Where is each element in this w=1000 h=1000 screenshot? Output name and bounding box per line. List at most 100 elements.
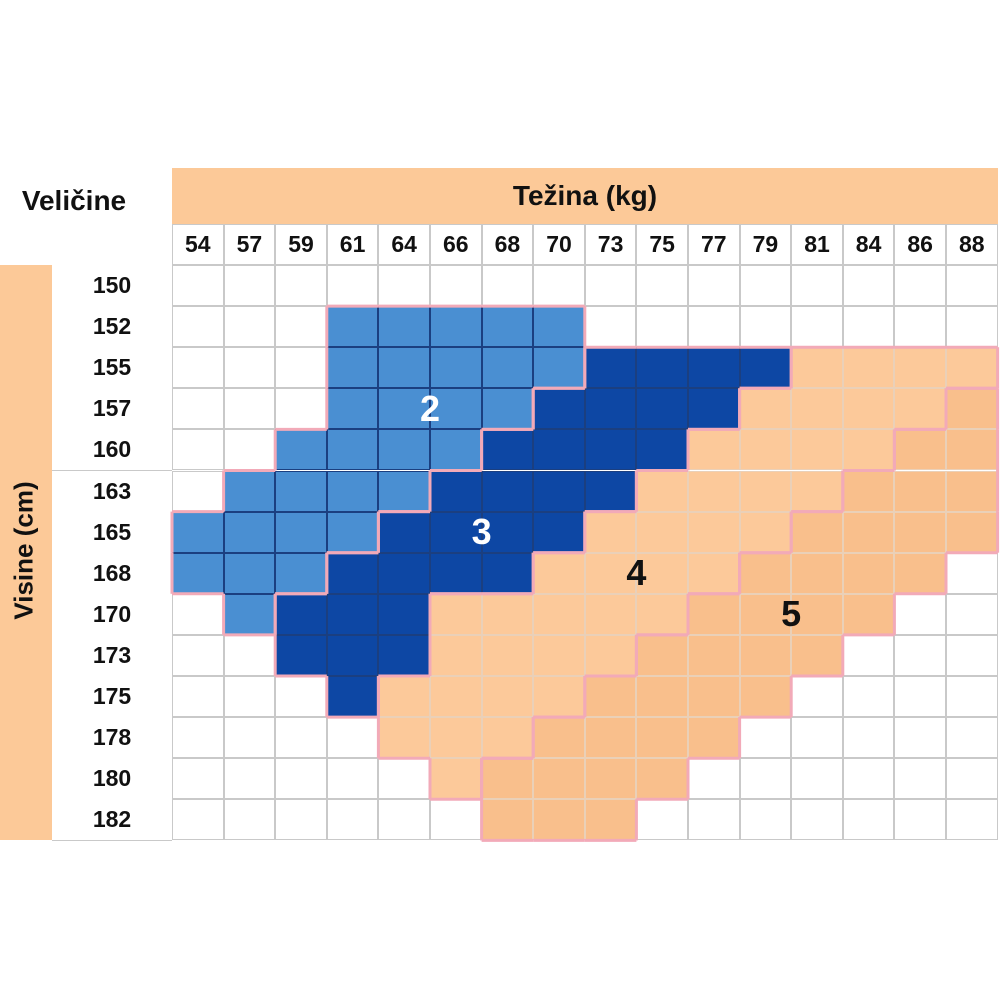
empty-cell: [275, 676, 327, 718]
size-3-cell: [636, 388, 688, 430]
size-2-cell: [481, 347, 534, 389]
size-3-cell: [481, 511, 534, 553]
x-tick-label: 86: [894, 224, 946, 265]
empty-cell: [275, 717, 327, 759]
empty-cell: [275, 388, 327, 430]
empty-cell: [326, 717, 379, 759]
x-tick-label: 70: [533, 224, 585, 265]
size-3-label: 3: [471, 511, 492, 553]
size-5-cell: [688, 634, 740, 676]
size-4-cell: [739, 470, 792, 512]
size-5-cell: [533, 717, 585, 759]
empty-cell: [739, 799, 792, 841]
y-tick-label: 165: [52, 511, 172, 554]
empty-cell: [326, 758, 379, 800]
empty-cell: [946, 799, 998, 841]
empty-cell: [946, 634, 998, 676]
size-4-cell: [584, 511, 637, 553]
empty-cell: [842, 676, 895, 718]
empty-cell: [172, 388, 224, 430]
size-3-cell: [533, 470, 585, 512]
empty-cell: [946, 676, 998, 718]
x-tick-label: 77: [688, 224, 740, 265]
size-5-cell: [739, 552, 792, 594]
empty-cell: [275, 265, 327, 307]
size-2-cell: [275, 470, 327, 512]
empty-cell: [223, 799, 276, 841]
empty-cell: [223, 717, 276, 759]
size-5-label: 5: [781, 593, 802, 635]
empty-cell: [688, 799, 740, 841]
size-5-cell: [946, 511, 998, 553]
size-5-cell: [946, 470, 998, 512]
y-tick-label: 168: [52, 552, 172, 595]
empty-cell: [842, 799, 895, 841]
empty-cell: [223, 347, 276, 389]
empty-cell: [739, 265, 792, 307]
empty-cell: [223, 265, 276, 307]
x-axis-header-band: [172, 168, 998, 224]
size-4-cell: [739, 429, 792, 471]
y-tick-label: 180: [52, 758, 172, 801]
empty-cell: [739, 758, 792, 800]
size-5-cell: [946, 388, 998, 430]
chart-title: Veličine: [21, 185, 127, 216]
size-4-cell: [842, 347, 895, 389]
size-5-cell: [894, 511, 946, 553]
size-4-cell: [894, 347, 946, 389]
empty-cell: [223, 676, 276, 718]
size-4-cell: [688, 511, 740, 553]
size-5-cell: [842, 552, 895, 594]
empty-cell: [894, 306, 946, 348]
size-2-cell: [223, 552, 276, 594]
empty-cell: [791, 717, 843, 759]
x-tick-label: 88: [946, 224, 998, 265]
empty-cell: [791, 758, 843, 800]
size-2-cell: [326, 429, 379, 471]
size-5-cell: [739, 634, 792, 676]
y-tick-label: 163: [52, 470, 172, 513]
size-4-cell: [533, 634, 585, 676]
x-tick-label: 64: [378, 224, 430, 265]
size-2-cell: [326, 347, 379, 389]
empty-cell: [172, 717, 224, 759]
y-tick-label: 182: [52, 799, 172, 842]
size-2-cell: [378, 347, 430, 389]
size-5-cell: [791, 511, 843, 553]
size-4-cell: [481, 593, 534, 635]
size-3-cell: [326, 593, 379, 635]
empty-cell: [172, 634, 224, 676]
size-2-cell: [430, 429, 482, 471]
x-tick-label: 68: [481, 224, 534, 265]
size-3-cell: [481, 552, 534, 594]
size-3-cell: [378, 552, 430, 594]
size-3-cell: [326, 634, 379, 676]
size-2-cell: [533, 306, 585, 348]
empty-cell: [172, 347, 224, 389]
empty-cell: [172, 676, 224, 718]
size-5-cell: [636, 676, 688, 718]
empty-cell: [172, 429, 224, 471]
empty-cell: [894, 676, 946, 718]
size-3-cell: [430, 511, 482, 553]
empty-cell: [223, 758, 276, 800]
size-2-cell: [326, 470, 379, 512]
size-2-cell: [223, 511, 276, 553]
size-2-label: 2: [419, 387, 441, 429]
empty-cell: [275, 799, 327, 841]
size-4-cell: [636, 511, 688, 553]
size-5-cell: [791, 593, 843, 635]
size-3-cell: [584, 388, 637, 430]
size-3-cell: [739, 347, 792, 389]
empty-cell: [378, 265, 430, 307]
size-4-label: 4: [626, 552, 647, 594]
size-5-cell: [946, 429, 998, 471]
size-2-cell: [223, 593, 276, 635]
empty-cell: [946, 758, 998, 800]
empty-cell: [842, 265, 895, 307]
empty-cell: [223, 306, 276, 348]
size-4-cell: [842, 388, 895, 430]
empty-cell: [894, 265, 946, 307]
size-4-cell: [430, 676, 482, 718]
size-4-cell: [791, 470, 843, 512]
